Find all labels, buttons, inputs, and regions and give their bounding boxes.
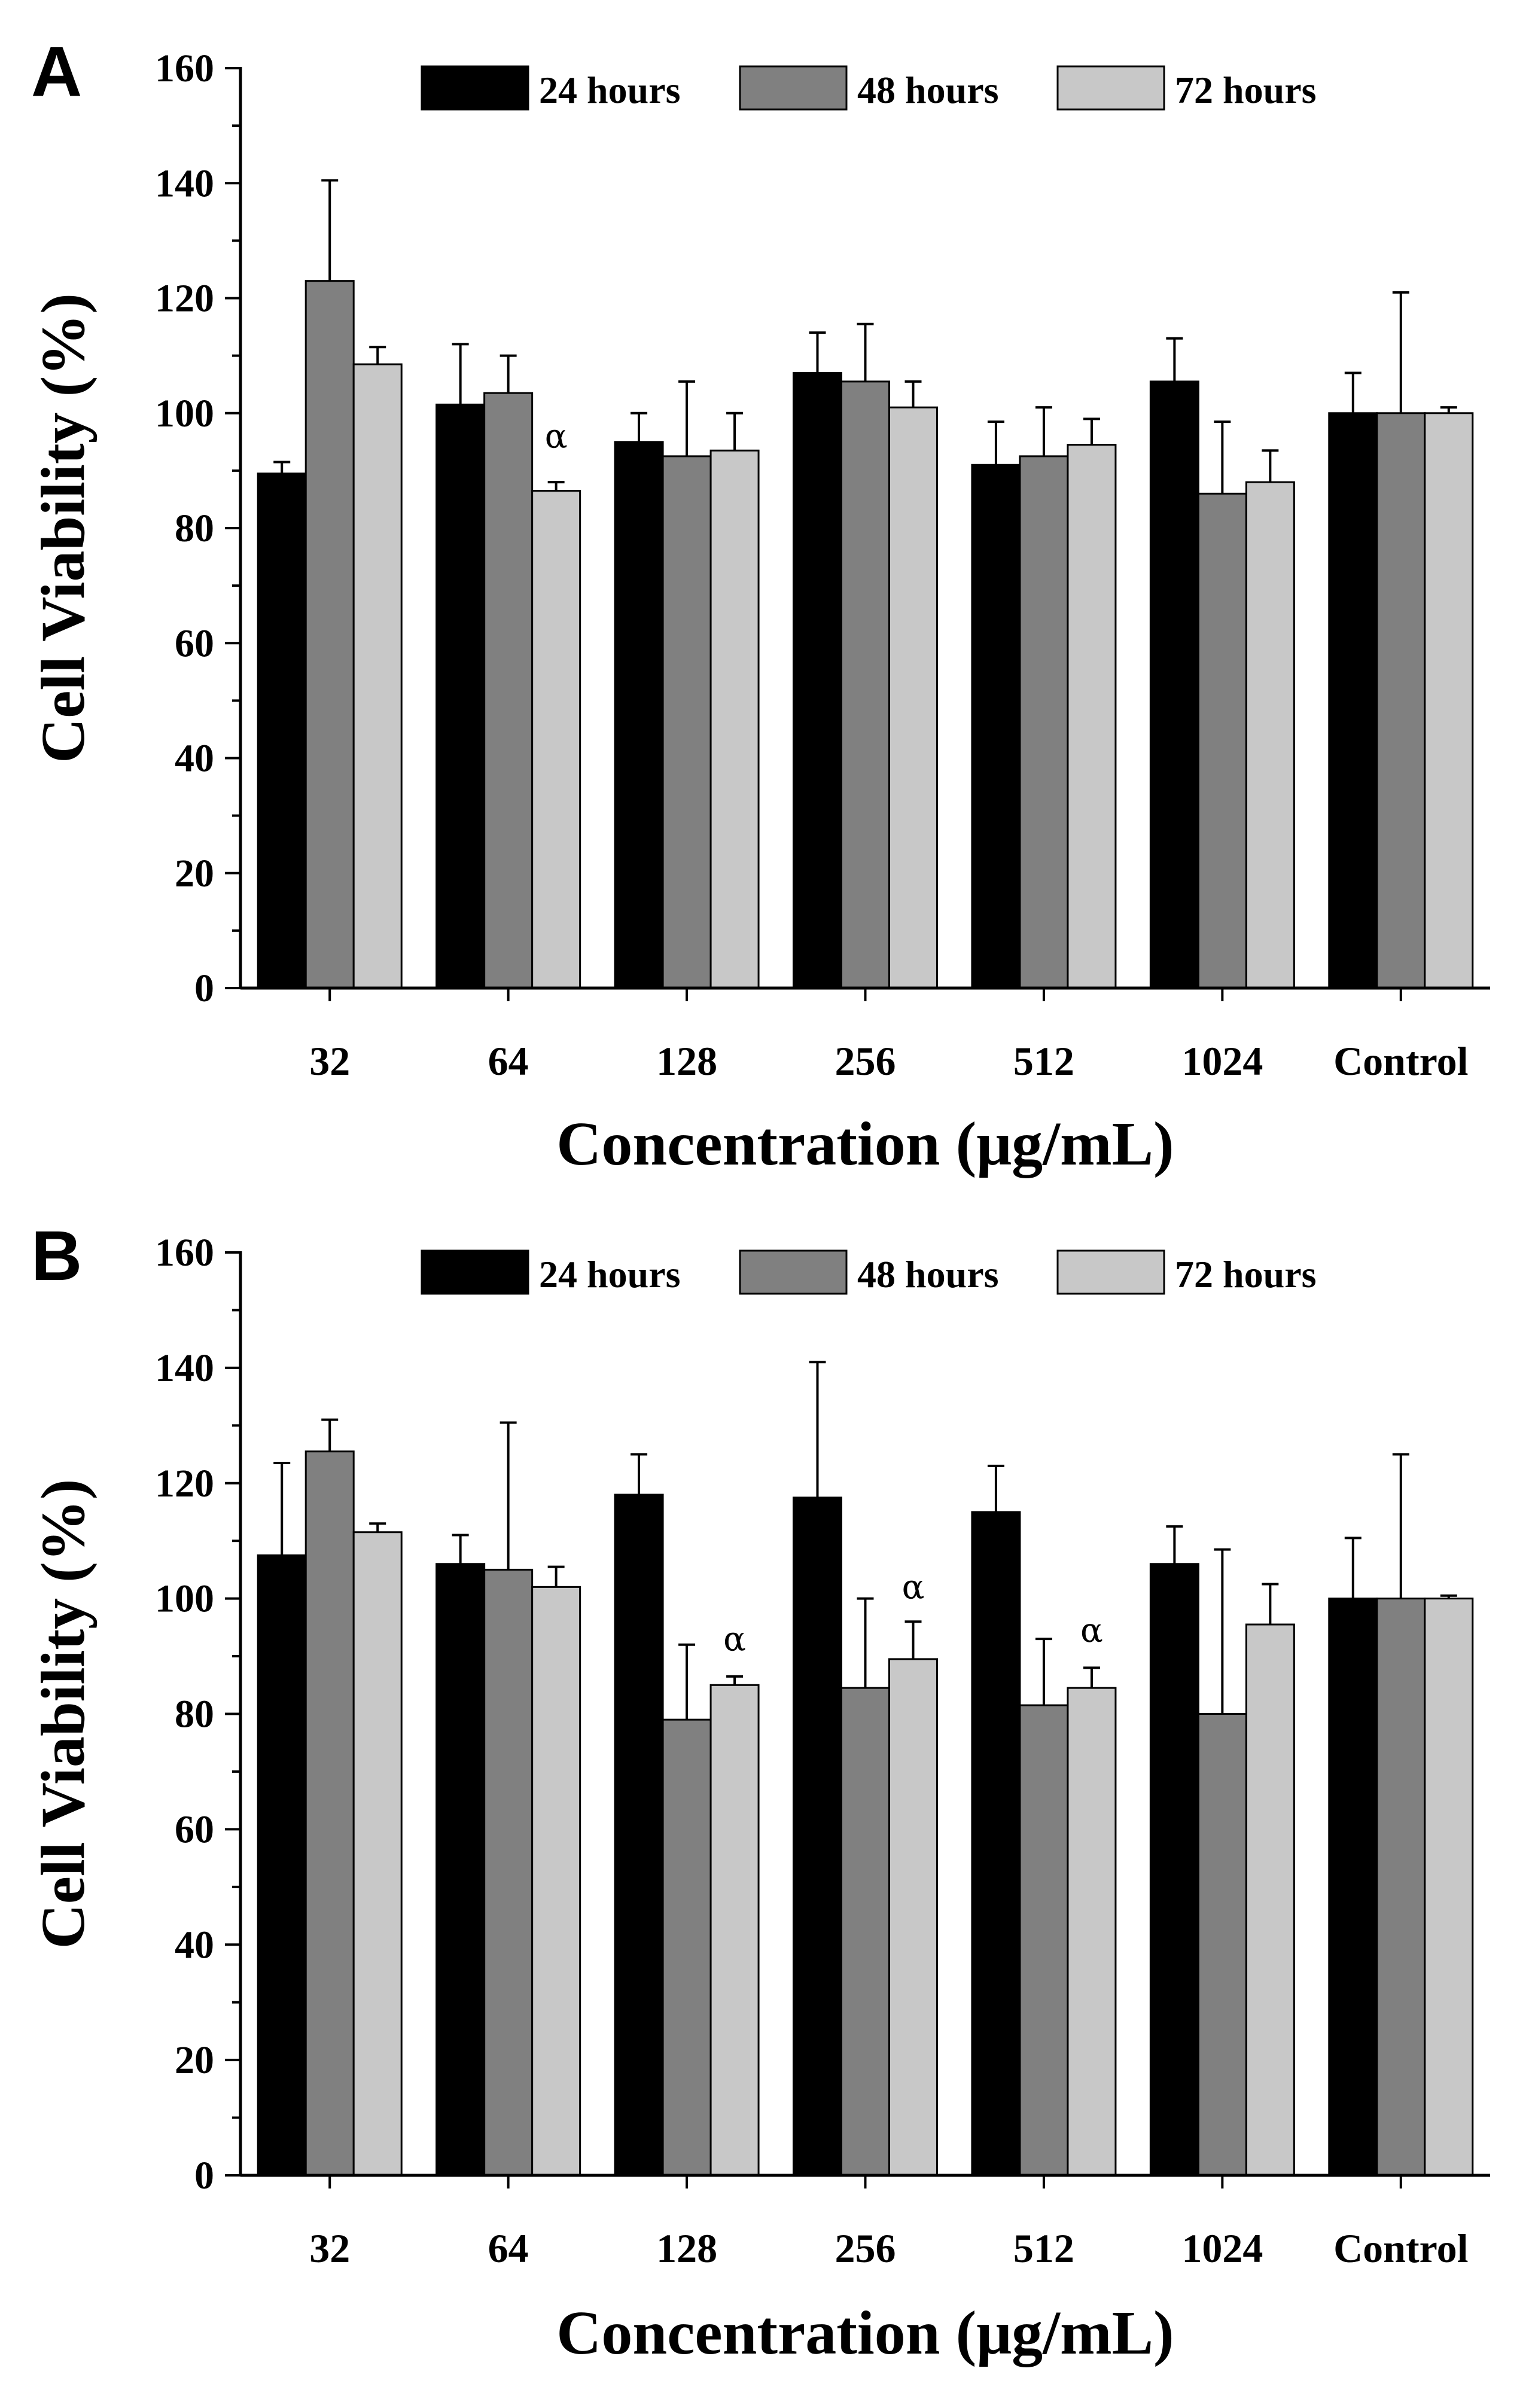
panel-a-legend-label-72-hours: 72 hours [1175,69,1317,111]
panel-a-bar-128-72-hours [709,449,760,989]
panel-a-bar-512-48-hours [1019,455,1069,989]
panel-b-legend-swatch-48-hours [739,1249,848,1295]
panel-a-bar-128-24-hours [614,441,664,989]
panel-a-x-tick-label-128: 128 [656,1038,717,1084]
panel-a-y-tick-label-160: 160 [155,47,214,90]
panel-b-significance-marker-0: α [723,1620,746,1659]
panel-a-bar-512-24-hours [971,464,1021,989]
panel-a-bar-32-72-hours [352,363,403,989]
panel-a-x-tick-label-control: Control [1333,1038,1468,1084]
panel-a-letter: A [31,32,82,111]
panel-a-y-tick-label-120: 120 [155,277,214,321]
panel-a-bar-256-24-hours [793,371,842,989]
panel-b-bar-64-24-hours [435,1563,486,2177]
panel-a-bar-control-48-hours [1376,412,1426,989]
panel-b-bar-32-72-hours [352,1531,403,2177]
panel-a-bar-control-72-hours [1424,412,1474,989]
panel-a-bar-256-48-hours [840,380,890,989]
panel-b-bar-128-48-hours [662,1718,712,2177]
panel-a-legend-swatch-72-hours [1056,65,1165,111]
panel-a-bar-32-48-hours [304,280,355,989]
panel-a-bar-32-24-hours [257,473,307,989]
panel-b-legend-label-72-hours: 72 hours [1175,1253,1317,1296]
panel-b-bar-64-48-hours [483,1568,534,2177]
panel-a-bar-1024-24-hours [1149,380,1199,989]
panel-b-y-axis-title: Cell Viability (%) [29,1479,98,1949]
panel-b-y-tick-label-0: 0 [194,2154,214,2197]
panel-b-bar-256-24-hours [793,1496,842,2177]
panel-b-bar-32-48-hours [304,1450,355,2177]
panel-a-bar-64-48-hours [483,392,534,989]
panel-a-bar-128-48-hours [662,455,712,989]
panel-a-legend-swatch-24-hours [421,65,529,111]
panel-a-bar-1024-48-hours [1197,492,1247,989]
panel-b-bar-control-24-hours [1328,1598,1378,2177]
panel-a-bar-256-72-hours [888,406,938,989]
panel-a-x-tick-label-256: 256 [835,1038,896,1084]
panel-a-y-tick-label-0: 0 [194,967,214,1010]
panel-a-x-tick-label-512: 512 [1013,1038,1074,1084]
panel-b-bar-1024-48-hours [1197,1713,1247,2177]
panel-b-x-tick-label-128: 128 [656,2226,717,2271]
panel-a-significance-marker-0: α [545,417,568,456]
panel-a-y-tick-label-60: 60 [175,621,214,665]
panel-a-x-tick-label-32: 32 [309,1038,350,1084]
panel-b-y-tick-label-120: 120 [155,1462,214,1505]
panel-b-bar-1024-72-hours [1245,1623,1295,2177]
panel-b-y-tick-label-20: 20 [175,2038,214,2082]
panel-a-x-axis-title: Concentration (μg/mL) [556,1109,1174,1178]
panel-a-y-tick-label-100: 100 [155,392,214,435]
panel-a-x-tick-label-1024: 1024 [1181,1038,1263,1084]
panel-a-y-axis-title: Cell Viability (%) [29,293,98,763]
panel-b-legend-label-48-hours: 48 hours [857,1253,999,1296]
panel-a-x-tick-label-64: 64 [488,1038,529,1084]
panel-a-legend-label-48-hours: 48 hours [857,69,999,111]
panel-b-y-tick-label-60: 60 [175,1807,214,1851]
panel-b-y-tick-label-80: 80 [175,1693,214,1736]
panel-b-legend-swatch-24-hours [421,1249,529,1295]
panel-b-bar-1024-24-hours [1149,1563,1199,2177]
panel-a-bar-64-72-hours [531,490,581,989]
panel-b-bar-256-72-hours [888,1658,938,2177]
panel-b-y-tick-label-40: 40 [175,1923,214,1967]
panel-b-x-tick-label-64: 64 [488,2226,529,2271]
panel-b-bar-512-24-hours [971,1511,1021,2177]
panel-b-bar-control-48-hours [1376,1598,1426,2177]
panel-a-y-tick-label-140: 140 [155,161,214,205]
panel-b-x-tick-label-512: 512 [1013,2226,1074,2271]
panel-a-bar-control-24-hours [1328,412,1378,989]
panel-b-bar-32-24-hours [257,1554,307,2177]
panel-a-bar-512-72-hours [1067,444,1117,989]
panel-a-bar-1024-72-hours [1245,481,1295,989]
panel-b-bar-512-72-hours [1067,1687,1117,2177]
panel-b-significance-marker-2: α [1080,1611,1103,1650]
panel-a-y-tick-label-20: 20 [175,852,214,895]
panel-a-y-tick-label-80: 80 [175,507,214,550]
panel-b-y-tick-label-100: 100 [155,1577,214,1621]
panel-b-bar-control-72-hours [1424,1598,1474,2177]
panel-b-x-axis-title: Concentration (μg/mL) [556,2299,1174,2367]
panel-a-legend-label-24-hours: 24 hours [539,69,681,111]
panel-b-bar-64-72-hours [531,1586,581,2177]
panel-b-y-tick-label-140: 140 [155,1346,214,1390]
panel-b-legend-swatch-72-hours [1056,1249,1165,1295]
panel-b-bar-128-72-hours [709,1684,760,2177]
panel-b-bar-512-48-hours [1019,1704,1069,2177]
panel-b-bar-128-24-hours [614,1493,664,2177]
panel-b-y-tick-label-160: 160 [155,1231,214,1275]
panel-a-legend-swatch-48-hours [739,65,848,111]
panel-b-significance-marker-1: α [902,1568,925,1607]
panel-b-x-tick-label-control: Control [1333,2226,1468,2271]
panel-a-bar-64-24-hours [435,403,486,989]
panel-b-x-tick-label-1024: 1024 [1181,2226,1263,2271]
panel-b-x-tick-label-32: 32 [309,2226,350,2271]
panel-a-y-tick-label-40: 40 [175,737,214,781]
panel-b-bar-256-48-hours [840,1687,890,2177]
panel-b-legend-label-24-hours: 24 hours [539,1253,681,1296]
panel-b-x-tick-label-256: 256 [835,2226,896,2271]
panel-b-letter: B [31,1217,82,1296]
